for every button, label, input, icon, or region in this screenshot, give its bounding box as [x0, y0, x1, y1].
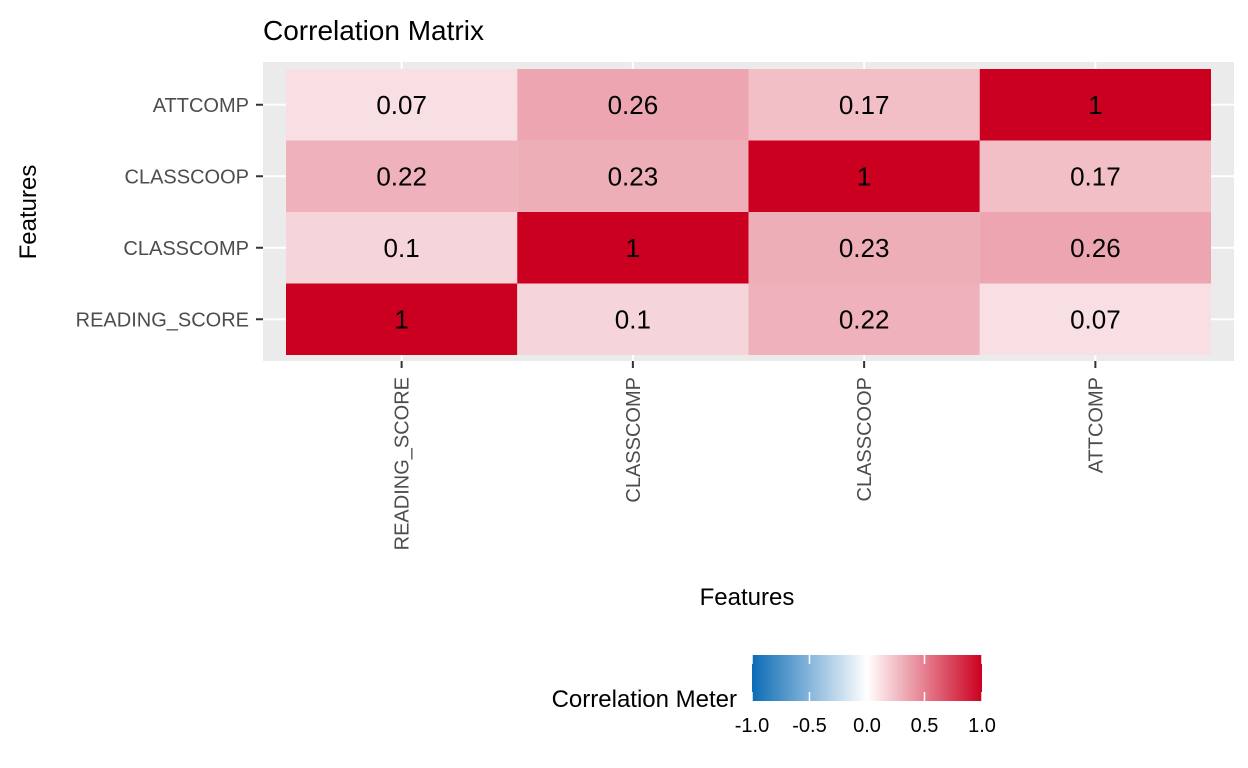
y-tick-label: CLASSCOMP — [123, 238, 249, 260]
cell-value-label: 0.26 — [608, 90, 659, 120]
y-tick-label: READING_SCORE — [76, 309, 249, 331]
cell-value-label: 0.17 — [839, 90, 890, 120]
heatmap-cells — [286, 69, 1211, 355]
heatmap-cell — [748, 283, 980, 355]
heatmap-cell — [517, 69, 749, 141]
cell-value-label: 0.07 — [1070, 304, 1121, 334]
heatmap-cell — [517, 212, 749, 284]
heatmap-cell — [286, 283, 518, 355]
heatmap-cell — [748, 212, 980, 284]
cell-value-label: 1 — [1088, 90, 1102, 120]
y-tick-label: CLASSCOOP — [125, 166, 249, 188]
y-tick-label: ATTCOMP — [153, 95, 249, 117]
heatmap-cell — [748, 69, 980, 141]
cell-value-label: 1 — [394, 304, 408, 334]
chart-title: Correlation Matrix — [263, 15, 484, 46]
cell-value-label: 0.23 — [839, 233, 890, 263]
x-axis: READING_SCORE CLASSCOMP CLASSCOOP ATTCOMP — [392, 361, 1107, 550]
cell-value-label: 1 — [626, 233, 640, 263]
heatmap-cell — [748, 140, 980, 212]
heatmap-cell — [286, 212, 518, 284]
x-tick-label: CLASSCOOP — [854, 377, 876, 501]
cell-value-label: 0.23 — [608, 161, 659, 191]
heatmap-cell — [979, 212, 1211, 284]
cell-value-label: 0.26 — [1070, 233, 1121, 263]
x-tick-label: READING_SCORE — [392, 377, 414, 550]
heatmap-cell — [517, 140, 749, 212]
heatmap-cell — [286, 69, 518, 141]
heatmap-cell — [517, 283, 749, 355]
cell-labels: 1 0.1 0.22 0.07 0.1 1 0.23 0.26 0.22 0.23 1 0.17 0.0… — [376, 90, 1120, 335]
x-tick-label: ATTCOMP — [1085, 377, 1107, 473]
color-legend: Correlation Meter -1.0 -0.5 0.0 0.5 1.0 — [552, 655, 996, 737]
heatmap-cell — [979, 69, 1211, 141]
cell-value-label: 0.07 — [376, 90, 427, 120]
y-axis: READING_SCORE CLASSCOMP CLASSCOOP ATTCOMP — [76, 95, 263, 331]
cell-value-label: 1 — [857, 161, 871, 191]
legend-tick-label: 1.0 — [968, 715, 996, 737]
legend-tick-label: -1.0 — [735, 715, 769, 737]
legend-tick-label: -0.5 — [792, 715, 826, 737]
legend-ticks: -1.0 -0.5 0.0 0.5 1.0 — [735, 655, 996, 737]
cell-value-label: 0.1 — [384, 233, 420, 263]
x-tick-label: CLASSCOMP — [623, 377, 645, 503]
legend-tick-label: 0.5 — [911, 715, 939, 737]
cell-value-label: 0.22 — [376, 161, 427, 191]
y-axis-title: Features — [15, 165, 42, 260]
cell-value-label: 0.22 — [839, 304, 890, 334]
heatmap-cell — [286, 140, 518, 212]
cell-value-label: 0.17 — [1070, 161, 1121, 191]
x-axis-title: Features — [700, 584, 795, 611]
legend-tick-label: 0.0 — [853, 715, 881, 737]
heatmap-cell — [979, 140, 1211, 212]
heatmap-cell — [979, 283, 1211, 355]
legend-title: Correlation Meter — [552, 686, 737, 713]
cell-value-label: 0.1 — [615, 304, 651, 334]
